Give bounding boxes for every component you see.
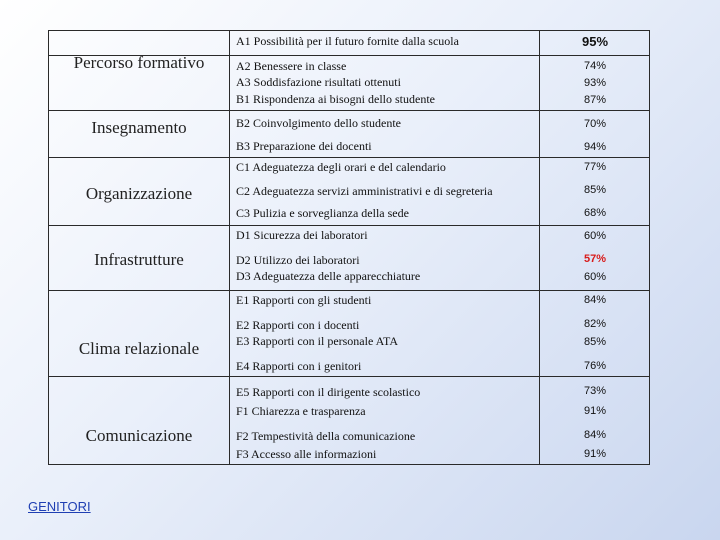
item-d1: D1 Sicurezza dei laboratori: [236, 228, 368, 242]
category-comunicazione: Comunicazione: [85, 426, 193, 445]
item-b2: B2 Coinvolgimento dello studente: [236, 116, 401, 130]
item-f1: F1 Chiarezza e trasparenza: [236, 404, 366, 418]
item-a3: A3 Soddisfazione risultati ottenuti: [236, 75, 401, 89]
value-b1: 87%: [583, 94, 607, 106]
column-divider-value: [539, 30, 540, 465]
value-a1: 95%: [581, 34, 609, 49]
item-b1: B1 Rispondenza ai bisogni dello studente: [236, 92, 435, 106]
survey-table: [48, 30, 650, 465]
item-a2: A2 Benessere in classe: [236, 59, 347, 73]
value-a3: 93%: [583, 77, 607, 89]
item-e2: E2 Rapporti con i docenti: [236, 318, 360, 332]
column-divider-category: [229, 30, 230, 465]
category-percorso-formativo: Percorso formativo: [73, 53, 205, 72]
value-f2: 84%: [583, 429, 607, 441]
value-c2: 85%: [583, 184, 607, 196]
category-insegnamento: Insegnamento: [91, 118, 187, 137]
item-a1: A1 Possibilità per il futuro fornite dal…: [236, 34, 459, 48]
row-divider: [48, 225, 650, 226]
value-e2: 82%: [583, 318, 607, 330]
value-d1: 60%: [583, 230, 607, 242]
value-b2: 70%: [583, 118, 607, 130]
value-b3: 94%: [583, 141, 607, 153]
item-b3: B3 Preparazione dei docenti: [236, 139, 372, 153]
item-e4: E4 Rapporti con i genitori: [236, 359, 362, 373]
value-f1: 91%: [583, 405, 607, 417]
row-divider: [48, 376, 650, 377]
item-c1: C1 Adeguatezza degli orari e del calenda…: [236, 160, 446, 174]
row-divider: [48, 157, 650, 158]
category-infrastrutture: Infrastrutture: [94, 250, 184, 269]
value-f3: 91%: [583, 448, 607, 460]
value-e5: 73%: [583, 385, 607, 397]
item-d3: D3 Adeguatezza delle apparecchiature: [236, 269, 421, 283]
value-c3: 68%: [583, 207, 607, 219]
value-e4: 76%: [583, 360, 607, 372]
value-d3: 60%: [583, 271, 607, 283]
item-e5: E5 Rapporti con il dirigente scolastico: [236, 385, 421, 399]
value-d2: 57%: [583, 253, 607, 265]
row-divider: [48, 55, 650, 56]
item-c3: C3 Pulizia e sorveglianza della sede: [236, 206, 409, 220]
item-f2: F2 Tempestività della comunicazione: [236, 429, 416, 443]
item-d2: D2 Utilizzo dei laboratori: [236, 253, 360, 267]
value-e3: 85%: [583, 336, 607, 348]
row-divider: [48, 110, 650, 111]
genitori-link[interactable]: GENITORI: [28, 499, 91, 514]
category-organizzazione: Organizzazione: [85, 184, 193, 203]
item-c2: C2 Adeguatezza servizi amministrativi e …: [236, 184, 493, 198]
category-clima-relazionale: Clima relazionale: [78, 339, 200, 358]
value-a2: 74%: [583, 60, 607, 72]
item-e3: E3 Rapporti con il personale ATA: [236, 334, 399, 348]
item-f3: F3 Accesso alle informazioni: [236, 447, 377, 461]
value-e1: 84%: [583, 294, 607, 306]
row-divider: [48, 290, 650, 291]
value-c1: 77%: [583, 161, 607, 173]
item-e1: E1 Rapporti con gli studenti: [236, 293, 372, 307]
